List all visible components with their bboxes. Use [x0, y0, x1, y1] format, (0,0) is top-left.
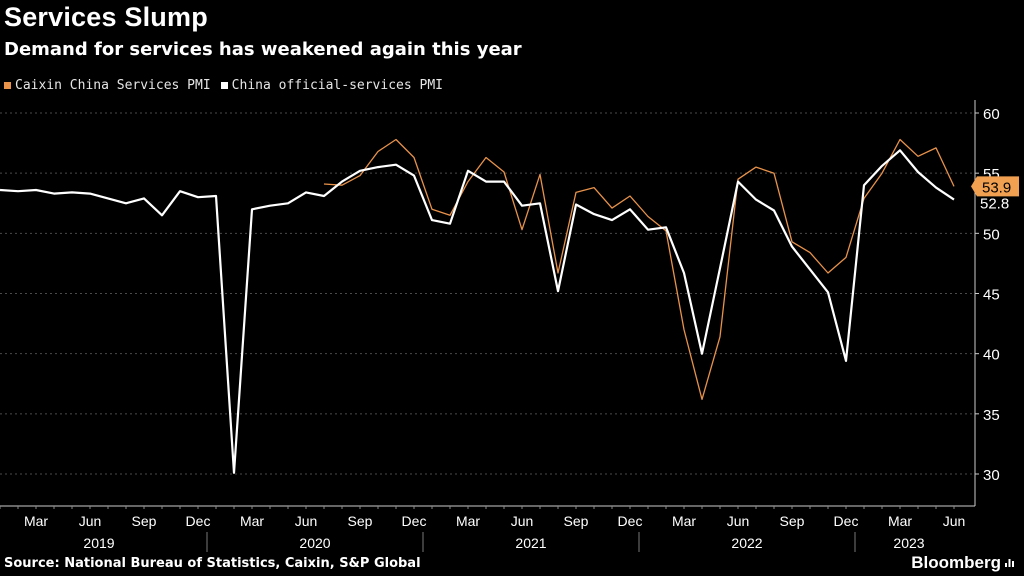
x-tick-label: Mar — [240, 513, 264, 529]
legend-item-official: China official-services PMI — [220, 78, 443, 93]
x-tick-label: Jun — [727, 513, 750, 529]
chart-subtitle: Demand for services has weakened again t… — [4, 39, 522, 60]
x-tick-label: Mar — [456, 513, 480, 529]
x-year-label-2022: 2022 — [731, 535, 762, 551]
series-line-official — [0, 149, 955, 474]
x-tick-label: Jun — [511, 513, 534, 529]
legend-label-caixin: Caixin China Services PMI — [15, 78, 211, 93]
end-label-caixin: 53.9 — [971, 176, 1019, 197]
legend-item-caixin: Caixin China Services PMI — [4, 78, 211, 93]
legend-swatch-caixin — [4, 82, 11, 89]
x-tick-label: Jun — [79, 513, 102, 529]
end-label-official: 52.8 — [980, 196, 1009, 213]
x-tick-label: Sep — [132, 513, 157, 529]
x-tick-label: Dec — [186, 513, 211, 529]
brand-name: Bloomberg — [911, 553, 1001, 572]
legend-label-official: China official-services PMI — [231, 78, 443, 93]
end-label-caixin-text: 53.9 — [982, 179, 1011, 196]
bar-chart-icon — [1004, 553, 1016, 573]
x-tick-label: Jun — [943, 513, 966, 529]
legend: Caixin China Services PMI China official… — [4, 78, 453, 93]
x-tick-label: Dec — [618, 513, 643, 529]
y-tick-label-45: 45 — [983, 287, 1000, 304]
x-year-label-2023: 2023 — [893, 535, 924, 551]
x-tick-label: Sep — [564, 513, 589, 529]
x-year-label-2021: 2021 — [515, 535, 546, 551]
x-tick-label: Mar — [672, 513, 696, 529]
x-tick-label: Sep — [348, 513, 373, 529]
y-tick-label-35: 35 — [983, 407, 1000, 424]
end-label-caixin-box — [971, 176, 1019, 197]
x-tick-label: Dec — [402, 513, 427, 529]
x-tick-label: Mar — [24, 513, 48, 529]
x-tick-label: Mar — [888, 513, 912, 529]
x-year-label-2019: 2019 — [83, 535, 114, 551]
series-line-caixin — [323, 138, 955, 401]
x-year-label-2020: 2020 — [299, 535, 330, 551]
chart-title: Services Slump — [4, 2, 208, 32]
legend-swatch-official — [220, 82, 228, 89]
y-tick-label-40: 40 — [983, 347, 1000, 364]
source-note: Source: National Bureau of Statistics, C… — [4, 556, 421, 571]
y-tick-label-30: 30 — [983, 467, 1000, 484]
y-tick-label-60: 60 — [983, 106, 1000, 123]
x-tick-label: Sep — [780, 513, 805, 529]
y-tick-label-50: 50 — [983, 226, 1000, 243]
brand-logo: Bloomberg — [911, 553, 1016, 573]
x-tick-label: Dec — [834, 513, 859, 529]
x-tick-label: Jun — [295, 513, 318, 529]
